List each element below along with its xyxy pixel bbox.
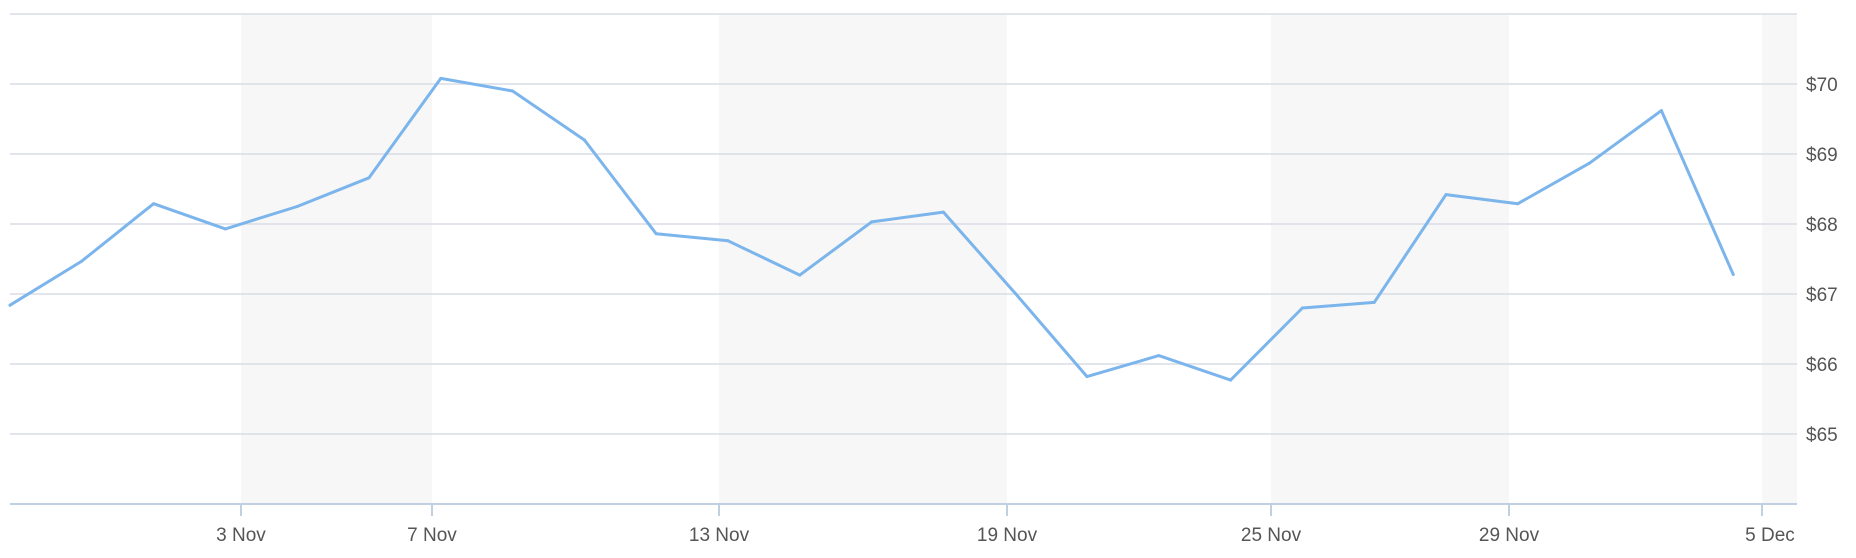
y-tick-label: $70	[1806, 75, 1838, 96]
data-point	[1300, 306, 1304, 310]
y-tick-label: $68	[1806, 215, 1838, 236]
data-point	[726, 239, 730, 243]
data-point	[654, 232, 658, 236]
data-point	[798, 273, 802, 277]
data-point	[1588, 161, 1592, 165]
data-point	[152, 202, 156, 206]
plot-band	[719, 14, 1007, 504]
data-point	[1085, 375, 1089, 379]
plot-band	[1762, 14, 1797, 504]
y-tick-label: $66	[1806, 355, 1838, 376]
x-axis-ticks	[240, 504, 1763, 516]
plot-band	[241, 14, 432, 504]
x-tick-label: 5 Dec	[1745, 525, 1795, 546]
data-point	[1731, 272, 1735, 276]
data-point	[295, 205, 299, 208]
x-axis-labels: 3 Nov 7 Nov 13 Nov 19 Nov 25 Nov 29 Nov …	[216, 525, 1795, 546]
data-point	[367, 176, 371, 180]
x-tick-label: 7 Nov	[407, 525, 457, 546]
data-point	[223, 227, 227, 231]
data-point	[511, 89, 515, 93]
y-axis-labels: $65 $66 $67 $68 $69 $70	[1806, 75, 1838, 446]
data-point	[80, 259, 84, 263]
data-point	[8, 303, 12, 307]
y-tick-label: $69	[1806, 145, 1838, 166]
data-point	[941, 210, 945, 214]
data-point	[870, 220, 874, 224]
data-point	[1229, 378, 1233, 382]
y-tick-label: $65	[1806, 425, 1838, 446]
x-tick-label: 3 Nov	[216, 525, 266, 546]
x-tick-label: 13 Nov	[689, 525, 750, 546]
data-point	[1372, 300, 1376, 304]
x-tick-label: 19 Nov	[977, 525, 1038, 546]
plot-band	[1271, 14, 1509, 504]
weekend-bands	[241, 14, 1797, 504]
x-tick-label: 25 Nov	[1241, 525, 1302, 546]
data-point	[1444, 193, 1448, 197]
y-tick-label: $67	[1806, 285, 1838, 306]
data-point	[1516, 202, 1520, 206]
y-gridlines	[10, 13, 1797, 435]
data-point	[1157, 354, 1161, 358]
data-point	[582, 138, 586, 142]
data-point	[1013, 291, 1017, 295]
data-point	[439, 76, 443, 80]
data-point	[1659, 109, 1663, 113]
x-tick-label: 29 Nov	[1479, 525, 1540, 546]
series-layer	[8, 76, 1735, 382]
